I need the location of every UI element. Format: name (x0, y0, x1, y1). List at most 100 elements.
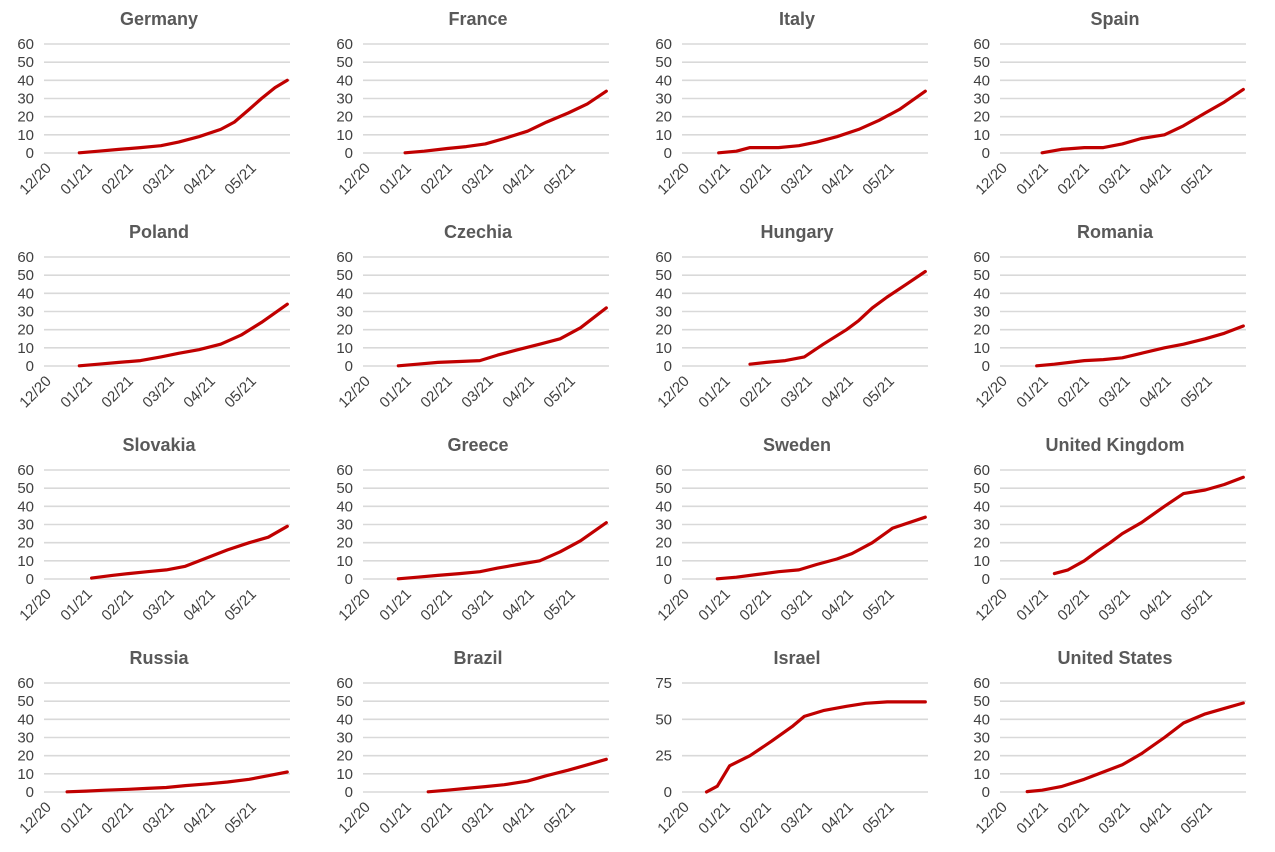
chart-title: Hungary (760, 222, 833, 242)
x-tick-label: 03/21 (1096, 373, 1135, 412)
y-tick-label: 0 (26, 784, 34, 801)
x-tick-label: 02/21 (98, 586, 137, 625)
y-tick-label: 60 (974, 249, 991, 266)
x-tick-label: 04/21 (180, 586, 219, 625)
x-tick-label: 02/21 (1055, 160, 1094, 199)
x-tick-label: 01/21 (57, 799, 96, 838)
x-tick-label: 05/21 (540, 799, 579, 838)
y-tick-label: 40 (336, 72, 353, 89)
chart-title: Italy (778, 9, 814, 29)
y-tick-label: 30 (974, 91, 991, 108)
chart-panel: Poland 0 10 20 30 40 50 60 12/20 01/21 02/21 03/21 0… (0, 213, 318, 426)
y-tick-label: 50 (974, 54, 991, 71)
y-tick-label: 20 (974, 748, 991, 765)
y-tick-label: 75 (655, 675, 672, 692)
chart-title: France (448, 9, 507, 29)
y-tick-label: 50 (974, 693, 991, 710)
y-tick-label: 10 (655, 340, 672, 357)
y-tick-label: 10 (336, 127, 353, 144)
y-tick-label: 50 (974, 267, 991, 284)
x-tick-label: 03/21 (139, 586, 178, 625)
y-tick-label: 20 (17, 322, 34, 339)
series-line (396, 306, 608, 368)
series-line (747, 269, 927, 366)
y-tick-label: 40 (17, 711, 34, 728)
y-tick-label: 20 (974, 109, 991, 126)
y-tick-label: 0 (26, 145, 34, 162)
series-line (403, 89, 608, 155)
x-tick-label: 03/21 (777, 160, 816, 199)
y-tick-label: 10 (974, 340, 991, 357)
y-tick-label: 60 (655, 249, 672, 266)
chart-panel: United States 0 10 20 30 40 50 60 12/20 01/21 02/2… (956, 639, 1274, 852)
y-tick-label: 0 (344, 784, 352, 801)
y-tick-label: 30 (17, 517, 34, 534)
x-tick-label: 12/20 (654, 160, 693, 199)
y-tick-label: 40 (655, 498, 672, 515)
y-tick-label: 60 (17, 249, 34, 266)
y-tick-label: 20 (336, 535, 353, 552)
x-tick-label: 12/20 (335, 160, 374, 199)
x-tick-label: 04/21 (1137, 373, 1176, 412)
x-tick-label: 01/21 (695, 373, 734, 412)
x-tick-label: 03/21 (458, 373, 497, 412)
chart-panel: Russia 0 10 20 30 40 50 60 12/20 01/21 02/21 03/21 0… (0, 639, 318, 852)
x-tick-label: 01/21 (1014, 799, 1053, 838)
x-tick-label: 04/21 (180, 160, 219, 199)
x-tick-label: 03/21 (458, 799, 497, 838)
x-tick-label: 04/21 (818, 160, 857, 199)
x-tick-label: 01/21 (376, 799, 415, 838)
y-tick-label: 40 (974, 285, 991, 302)
y-tick-label: 0 (663, 571, 671, 588)
x-tick-label: 01/21 (1014, 373, 1053, 412)
y-tick-label: 0 (344, 571, 352, 588)
y-tick-label: 50 (336, 267, 353, 284)
x-tick-label: 04/21 (818, 586, 857, 625)
series-line (716, 89, 927, 155)
y-tick-label: 0 (982, 145, 990, 162)
x-tick-label: 01/21 (376, 160, 415, 199)
x-tick-label: 02/21 (98, 160, 137, 199)
x-tick-label: 01/21 (1014, 586, 1053, 625)
y-tick-label: 10 (336, 340, 353, 357)
x-tick-label: 03/21 (139, 373, 178, 412)
y-tick-label: 40 (17, 72, 34, 89)
x-tick-label: 05/21 (1178, 160, 1217, 199)
y-tick-label: 20 (336, 748, 353, 765)
chart-panel: Brazil 0 10 20 30 40 50 60 12/20 01/21 02/21 03/21 0… (319, 639, 637, 852)
chart-title: United Kingdom (1046, 435, 1185, 455)
x-tick-label: 05/21 (221, 799, 260, 838)
y-tick-label: 0 (982, 784, 990, 801)
x-tick-label: 01/21 (376, 586, 415, 625)
x-tick-label: 01/21 (57, 586, 96, 625)
x-tick-label: 12/20 (973, 160, 1012, 199)
chart-panel: United Kingdom 0 10 20 30 40 50 60 12/20 01/21 02/… (956, 426, 1274, 639)
series-line (396, 521, 608, 581)
y-tick-label: 30 (336, 91, 353, 108)
x-tick-label: 02/21 (1055, 799, 1094, 838)
y-tick-label: 60 (655, 36, 672, 53)
y-tick-label: 25 (655, 748, 672, 765)
chart-svg: Israel 0 25 50 75 12/20 01/21 02/21 03/21 04/21 05… (654, 648, 928, 837)
x-tick-label: 02/21 (98, 799, 137, 838)
x-tick-label: 05/21 (221, 586, 260, 625)
y-tick-label: 30 (655, 91, 672, 108)
x-tick-label: 05/21 (859, 586, 898, 625)
x-tick-label: 04/21 (180, 799, 219, 838)
y-tick-label: 50 (17, 267, 34, 284)
y-tick-label: 50 (17, 693, 34, 710)
y-tick-label: 10 (336, 766, 353, 783)
x-tick-label: 02/21 (736, 160, 775, 199)
x-tick-label: 12/20 (973, 373, 1012, 412)
y-tick-label: 30 (17, 91, 34, 108)
y-tick-label: 0 (982, 358, 990, 375)
y-tick-label: 60 (974, 462, 991, 479)
